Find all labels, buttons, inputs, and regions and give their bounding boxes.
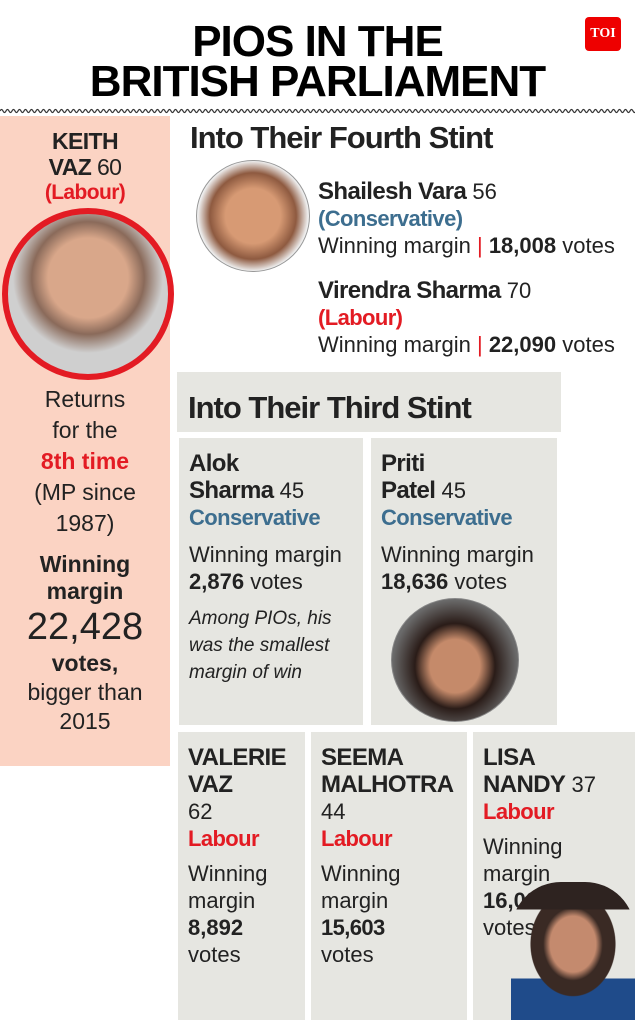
virendra-margin: 22,090 xyxy=(488,332,557,357)
keith-bigger-year: 2015 xyxy=(59,708,111,734)
valerie-first: VALERIE xyxy=(188,744,287,771)
keith-vaz-panel: KEITH VAZ 60 (Labour) Returns for the 8t… xyxy=(0,116,174,766)
virendra-party: (Labour) xyxy=(318,305,403,330)
shailesh-party: (Conservative) xyxy=(318,206,463,231)
keith-vaz-photo xyxy=(2,208,174,380)
seema-winning: Winning xyxy=(321,861,401,886)
keith-winning: Winning xyxy=(39,551,131,577)
priti-patel-photo xyxy=(391,598,519,722)
seema-age: 44 xyxy=(321,799,346,824)
lisa-margin-label: margin xyxy=(483,861,551,886)
shailesh-label: Winning margin xyxy=(318,233,471,258)
keith-times: 8th time xyxy=(40,448,130,474)
virendra-name: Virendra Sharma xyxy=(318,277,501,304)
alok-age: 45 xyxy=(279,478,305,503)
priti-votes: votes xyxy=(454,569,508,594)
seema-malhotra-card: SEEMA MALHOTRA 44 Labour Winning margin … xyxy=(311,732,467,1020)
valerie-margin-label: margin xyxy=(188,888,256,913)
alok-note: margin of win xyxy=(189,662,302,683)
lisa-first: LISA xyxy=(483,744,536,771)
headline-line2: BRITISH PARLIAMENT xyxy=(89,57,546,106)
keith-party: (Labour) xyxy=(44,181,126,204)
seema-margin: 15,603 xyxy=(321,915,385,940)
priti-margin: 18,636 xyxy=(381,569,449,594)
alok-sharma-card: Alok Sharma 45 Conservative Winning marg… xyxy=(179,438,363,725)
valerie-vaz-card: VALERIE VAZ 62 Labour Winning margin 8,8… xyxy=(178,732,305,1020)
keith-since-year: 1987) xyxy=(55,510,115,536)
valerie-winning: Winning xyxy=(188,861,268,886)
alok-label: Winning margin xyxy=(189,542,342,567)
valerie-party: Labour xyxy=(188,826,260,851)
valerie-votes: votes xyxy=(188,942,241,967)
shailesh-age: 56 xyxy=(472,179,497,204)
seema-first: SEEMA xyxy=(321,744,404,771)
separator: | xyxy=(476,233,483,258)
alok-last: Sharma xyxy=(189,477,274,504)
alok-note: was the smallest xyxy=(189,635,330,656)
priti-party: Conservative xyxy=(381,505,513,530)
seema-last: MALHOTRA xyxy=(321,771,454,798)
alok-note: Among PIOs, his xyxy=(189,608,332,629)
priti-age: 45 xyxy=(441,478,466,503)
keith-margin: 22,428 xyxy=(26,606,144,648)
priti-patel-card: Priti Patel 45 Conservative Winning marg… xyxy=(371,438,557,725)
lisa-nandy-photo xyxy=(511,882,635,1020)
keith-first-name: KEITH xyxy=(51,128,119,154)
seema-party: Labour xyxy=(321,826,393,851)
alok-party: Conservative xyxy=(189,505,321,530)
lisa-nandy-card: LISA NANDY 37 Labour Winning margin 16,0… xyxy=(473,732,635,1020)
shailesh-name: Shailesh Vara xyxy=(318,178,467,205)
separator: | xyxy=(476,332,483,357)
lisa-winning: Winning xyxy=(483,834,563,859)
lisa-last: NANDY xyxy=(483,771,566,798)
keith-since: (MP since xyxy=(34,479,136,505)
virendra-label: Winning margin xyxy=(318,332,471,357)
lisa-age: 37 xyxy=(571,772,596,797)
virendra-age: 70 xyxy=(506,278,532,303)
headline: PIOS IN THE BRITISH PARLIAMENT xyxy=(0,17,635,106)
valerie-margin: 8,892 xyxy=(188,915,244,940)
shailesh-votes: votes xyxy=(562,233,615,258)
toi-logo: TOI xyxy=(585,17,621,51)
keith-age: 60 xyxy=(96,154,122,180)
alok-votes: votes xyxy=(250,569,303,594)
keith-margin-label: margin xyxy=(46,578,124,604)
shailesh-margin: 18,008 xyxy=(488,233,557,258)
seema-votes: votes xyxy=(321,942,374,967)
priti-last: Patel xyxy=(381,477,436,504)
third-stint-heading: Into Their Third Stint xyxy=(188,390,472,425)
keith-for-the: for the xyxy=(52,417,118,443)
priti-first: Priti xyxy=(381,450,425,477)
wavy-divider xyxy=(0,108,635,114)
valerie-age: 62 xyxy=(188,799,213,824)
alok-first: Alok xyxy=(189,450,239,477)
priti-label: Winning margin xyxy=(381,542,534,567)
keith-votes: votes, xyxy=(51,650,119,676)
valerie-last: VAZ xyxy=(188,771,233,798)
keith-returns: Returns xyxy=(44,386,126,412)
seema-margin-label: margin xyxy=(321,888,389,913)
keith-last-name: VAZ xyxy=(48,154,92,180)
keith-bigger: bigger than xyxy=(27,679,143,705)
headline-line1: PIOS IN THE xyxy=(192,17,444,66)
alok-margin: 2,876 xyxy=(189,569,245,594)
shailesh-vara-photo xyxy=(196,160,310,272)
lisa-party: Labour xyxy=(483,799,555,824)
fourth-stint-heading: Into Their Fourth Stint xyxy=(190,120,493,155)
virendra-votes: votes xyxy=(562,332,615,357)
